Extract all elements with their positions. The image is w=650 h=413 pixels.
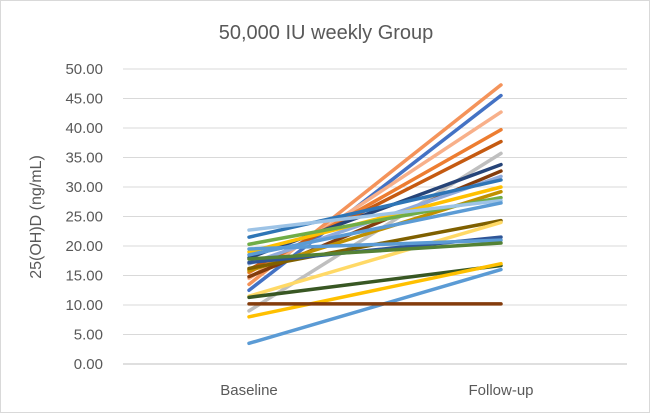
y-tick-label: 35.00: [65, 150, 103, 167]
series-line: [247, 178, 503, 239]
series-line: [247, 267, 503, 346]
x-tick-label: Follow-up: [468, 382, 533, 399]
series-line: [247, 220, 503, 298]
y-tick-label: 25.00: [65, 209, 103, 226]
series-line: [247, 198, 503, 232]
y-tick-label: 5.00: [74, 327, 103, 344]
series-line: [247, 241, 503, 261]
y-tick-label: 40.00: [65, 120, 103, 137]
series-line: [247, 261, 503, 319]
y-tick-label: 30.00: [65, 179, 103, 196]
y-tick-label: 45.00: [65, 91, 103, 108]
y-axis-label: 25(OH)D (ng/mL): [28, 155, 45, 279]
series-lines: [247, 83, 503, 346]
y-tick-label: 20.00: [65, 238, 103, 255]
chart-title: 50,000 IU weekly Group: [219, 22, 434, 44]
y-tick-labels: 0.00 5.00 10.00 15.00 20.00 25.00 30.00 35.00 40…: [65, 61, 103, 373]
series-line: [247, 238, 503, 251]
y-tick-label: 0.00: [74, 356, 103, 373]
y-tick-label: 50.00: [65, 61, 103, 78]
y-tick-label: 15.00: [65, 268, 103, 285]
x-tick-label: Baseline: [220, 382, 278, 399]
x-tick-labels: Baseline Follow-up: [220, 382, 533, 399]
y-tick-label: 10.00: [65, 297, 103, 314]
